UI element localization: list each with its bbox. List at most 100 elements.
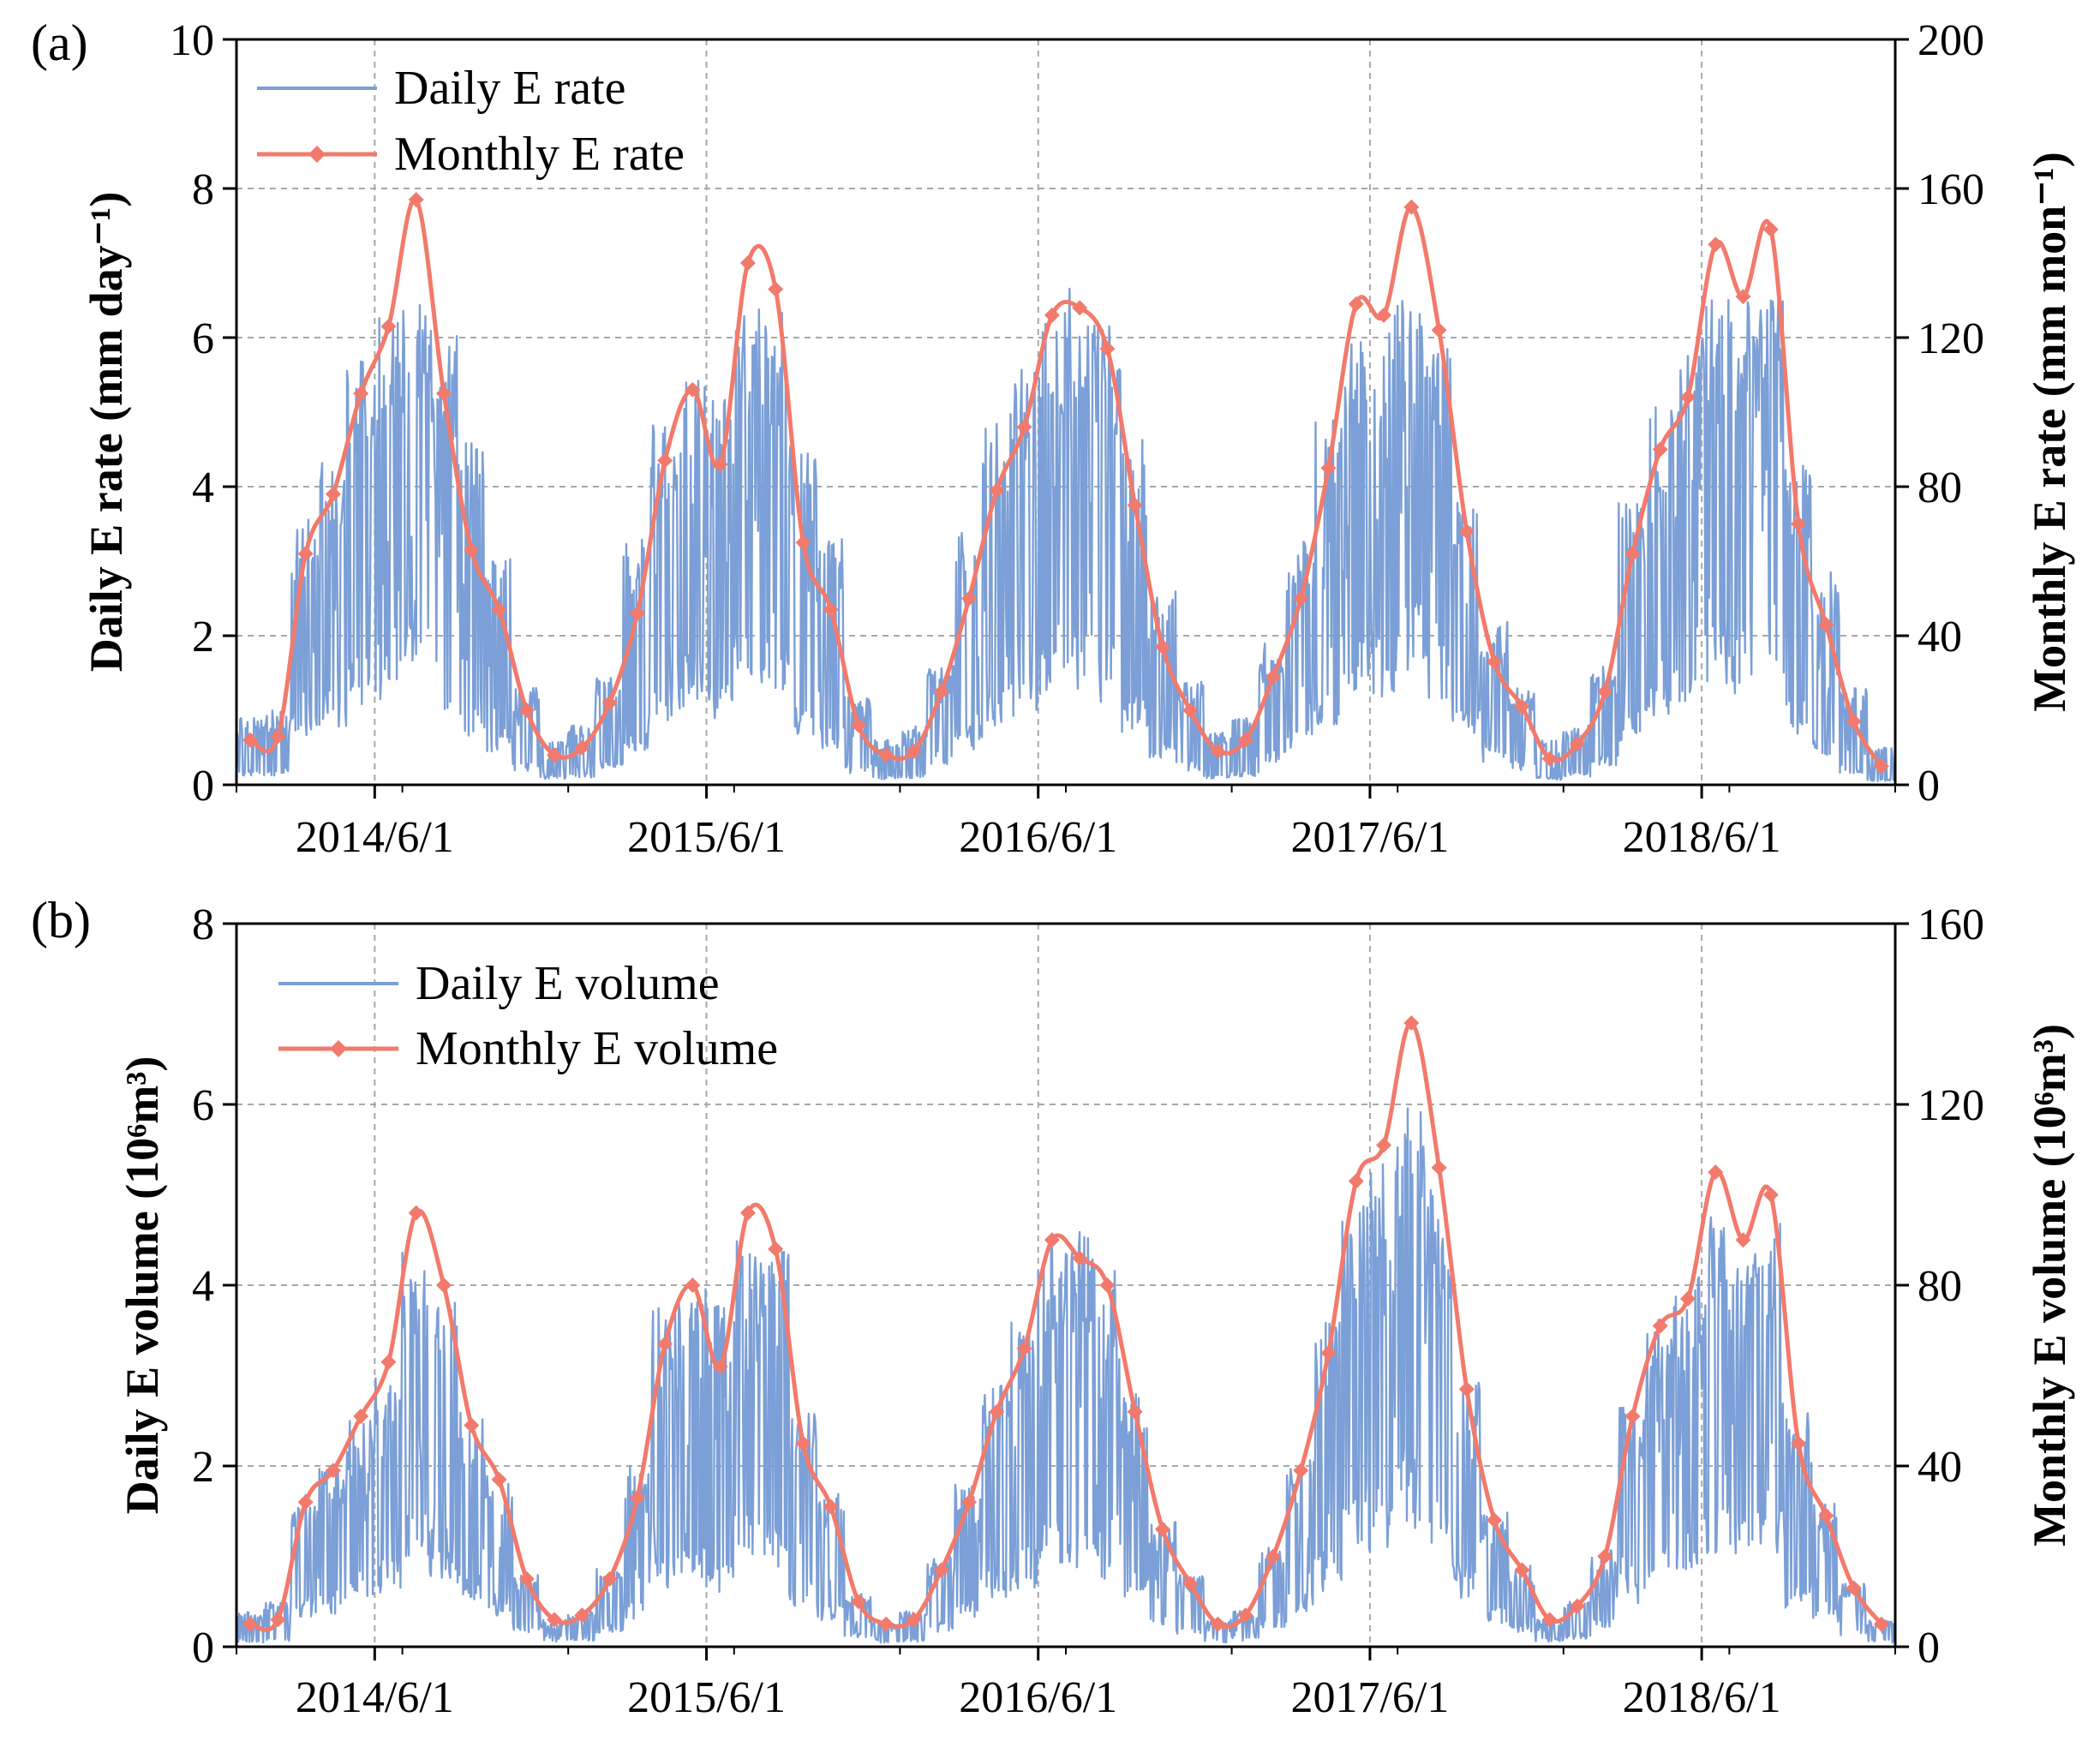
legend-daily-label: Daily E rate xyxy=(394,62,626,115)
x-tick-label: 2015/6/1 xyxy=(627,813,786,862)
monthly-point xyxy=(989,482,1005,499)
panel-b: (b) 0 0 2 40 4 80 6 120 8 160 2014/6/1 2015/6/1 2016… xyxy=(31,892,2075,1722)
monthly-point xyxy=(574,739,590,756)
monthly-point xyxy=(768,1241,784,1257)
right-tick-label: 40 xyxy=(1918,613,1962,661)
monthly-point xyxy=(712,456,728,472)
monthly-point xyxy=(1762,1187,1779,1203)
monthly-point xyxy=(1735,289,1751,305)
panel-b-legend: Daily E volume Monthly E volume xyxy=(278,957,778,1075)
monthly-point xyxy=(851,1594,866,1610)
left-tick-label: 0 xyxy=(192,762,214,811)
monthly-point xyxy=(933,684,949,700)
monthly-point xyxy=(1791,516,1807,532)
monthly-point xyxy=(547,1612,563,1628)
monthly-point xyxy=(1016,419,1032,435)
monthly-point xyxy=(1265,1548,1281,1565)
x-tick-label: 2018/6/1 xyxy=(1623,813,1781,862)
monthly-point xyxy=(1818,1508,1834,1524)
monthly-point xyxy=(1348,1173,1364,1189)
right-tick-label: 200 xyxy=(1918,16,1984,65)
left-tick-label: 4 xyxy=(192,464,214,512)
plot-frame xyxy=(235,922,1897,1648)
monthly-point xyxy=(1044,1232,1060,1248)
right-tick-label: 120 xyxy=(1918,1081,1984,1130)
right-tick-label: 80 xyxy=(1918,1262,1962,1311)
monthly-point xyxy=(1541,751,1558,767)
monthly-point xyxy=(436,1277,452,1293)
panel-a-axes: 0 0 2 40 4 80 6 120 8 160 10 200 2014/6/1 2015/6/1 201… xyxy=(170,16,1984,862)
monthly-point xyxy=(1072,1250,1088,1266)
monthly-point xyxy=(1237,1607,1253,1624)
monthly-point xyxy=(1514,1562,1530,1578)
monthly-point xyxy=(1376,1137,1392,1153)
monthly-point xyxy=(464,541,480,558)
monthly-point xyxy=(1099,1277,1116,1293)
monthly-point xyxy=(1348,296,1364,312)
monthly-point xyxy=(1210,1616,1226,1632)
left-tick-label: 2 xyxy=(192,1443,214,1492)
x-tick-label: 2017/6/1 xyxy=(1290,813,1449,862)
legend-monthly-marker xyxy=(308,146,326,163)
monthly-point xyxy=(1237,732,1253,748)
monthly-point xyxy=(1873,1616,1889,1632)
monthly-point xyxy=(1016,1340,1032,1356)
monthly-point xyxy=(1293,1463,1309,1479)
monthly-point xyxy=(795,1435,811,1451)
monthly-point xyxy=(961,590,978,607)
panel-a: (a) 0 0 2 40 4 80 6 120 8 160 10 200 2014/6/1 2015/6/… xyxy=(31,15,2075,862)
daily-line xyxy=(235,1107,1896,1644)
monthly-point xyxy=(1846,1580,1862,1596)
monthly-point xyxy=(1044,307,1060,323)
panel-b-daily-series xyxy=(235,1107,1896,1644)
monthly-point xyxy=(380,318,397,334)
x-tick-label: 2015/6/1 xyxy=(627,1673,786,1722)
monthly-point xyxy=(547,747,563,763)
monthly-point xyxy=(1431,1159,1447,1176)
monthly-point xyxy=(1376,307,1392,323)
x-tick-label: 2016/6/1 xyxy=(959,813,1117,862)
monthly-point xyxy=(1487,1512,1503,1529)
legend-monthly-marker xyxy=(330,1040,347,1057)
monthly-point xyxy=(601,695,618,711)
monthly-point xyxy=(851,717,866,733)
monthly-point xyxy=(380,1354,397,1370)
x-tick-label: 2014/6/1 xyxy=(296,813,454,862)
plot-frame xyxy=(235,38,1897,787)
panel-b-right-axis-title: Monthly E volume (10⁶m³) xyxy=(2024,1024,2075,1547)
monthly-point xyxy=(712,1358,728,1374)
monthly-point xyxy=(1652,1318,1668,1334)
monthly-point xyxy=(270,1612,286,1628)
monthly-point xyxy=(933,1562,949,1578)
monthly-point xyxy=(739,255,756,271)
monthly-point xyxy=(1127,497,1143,513)
legend-monthly-label: Monthly E volume xyxy=(416,1022,778,1075)
panel-b-axes: 0 0 2 40 4 80 6 120 8 160 2014/6/1 2015/6/1 2016/6/1… xyxy=(192,900,1984,1722)
monthly-point xyxy=(1320,460,1337,476)
monthly-point xyxy=(629,605,645,621)
monthly-point xyxy=(1680,1290,1696,1307)
monthly-point xyxy=(491,1471,507,1487)
monthly-point xyxy=(657,1336,673,1352)
panel-a-daily-series xyxy=(235,287,1895,782)
monthly-point xyxy=(1182,703,1199,718)
x-tick-label: 2017/6/1 xyxy=(1290,1673,1449,1722)
monthly-point xyxy=(1210,743,1226,759)
monthly-point xyxy=(574,1607,590,1624)
monthly-point xyxy=(1791,1435,1807,1451)
left-tick-label: 8 xyxy=(192,900,214,949)
monthly-point xyxy=(878,747,894,763)
monthly-point xyxy=(1154,639,1170,655)
monthly-point xyxy=(464,1417,480,1433)
monthly-point xyxy=(408,192,424,208)
monthly-point xyxy=(242,732,259,748)
monthly-point xyxy=(242,1616,259,1632)
monthly-point xyxy=(823,601,839,618)
monthly-point xyxy=(1265,668,1281,685)
monthly-point xyxy=(325,486,341,502)
left-tick-label: 0 xyxy=(192,1624,214,1672)
panel-a-label: (a) xyxy=(31,15,88,71)
monthly-point xyxy=(1403,199,1420,215)
monthly-point xyxy=(601,1571,618,1587)
right-tick-label: 120 xyxy=(1918,314,1984,363)
